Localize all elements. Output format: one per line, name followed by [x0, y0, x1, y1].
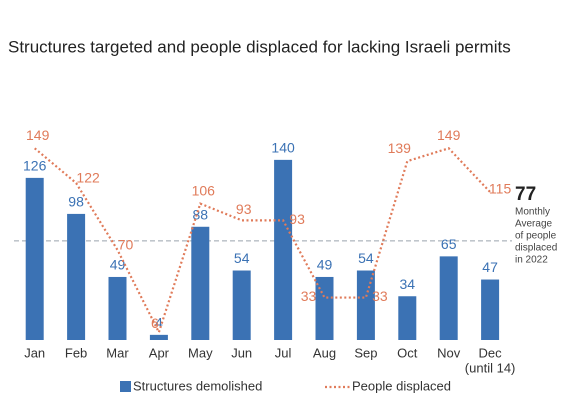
x-tick-note: (until 14)	[465, 360, 516, 375]
x-tick-label: Aug	[313, 345, 336, 360]
bar-value-label: 140	[271, 140, 295, 156]
bar-value-label: 98	[68, 194, 84, 210]
average-label: in 2022	[515, 255, 548, 266]
bar	[398, 296, 417, 340]
legend-label: People displaced	[352, 378, 451, 393]
average-label: of people	[515, 231, 557, 242]
line-value-label: 70	[118, 237, 134, 253]
line-value-label: 33	[301, 288, 317, 304]
x-tick-label: Apr	[149, 345, 170, 360]
chart-title: Structures targeted and people displaced…	[8, 37, 511, 56]
line-value-label: 149	[437, 127, 461, 143]
bar	[315, 276, 334, 340]
bar	[25, 177, 44, 340]
line-value-label: 115	[489, 181, 512, 197]
bar	[149, 334, 168, 340]
x-tick-label: May	[188, 345, 213, 360]
x-tick-label: Jun	[231, 345, 252, 360]
bar-value-label: 49	[110, 257, 126, 273]
bar-value-label: 54	[358, 250, 374, 266]
line-value-label: 93	[289, 211, 305, 227]
line-value-label: 149	[26, 127, 50, 143]
line-value-label: 122	[76, 170, 100, 186]
bar-value-label: 4	[155, 315, 163, 331]
bar	[108, 276, 127, 340]
x-tick-label: Sep	[354, 345, 377, 360]
x-tick-label: Oct	[397, 345, 418, 360]
bar	[439, 256, 458, 340]
bar-value-label: 126	[23, 158, 47, 174]
legend-label: Structures demolished	[133, 378, 262, 393]
line-value-label: 106	[192, 182, 216, 198]
x-tick-label: Jul	[275, 345, 292, 360]
average-value: 77	[515, 184, 536, 205]
line-value-label: 139	[388, 140, 412, 156]
x-tick-label: Mar	[106, 345, 129, 360]
bar-value-label: 47	[482, 259, 498, 275]
x-tick-label: Jan	[24, 345, 45, 360]
bar	[191, 226, 210, 340]
x-tick-label: Dec	[479, 345, 503, 360]
average-label: Monthly	[515, 207, 550, 218]
line-value-label: 33	[372, 288, 388, 304]
line-value-label: 93	[236, 201, 252, 217]
line-value-label: 6	[151, 315, 159, 331]
legend-swatch	[120, 381, 131, 392]
bar-value-label: 88	[193, 206, 209, 222]
bar-value-label: 54	[234, 250, 250, 266]
bar	[67, 213, 86, 340]
bar	[232, 270, 251, 340]
bar	[274, 159, 293, 340]
bar-value-label: 65	[441, 236, 457, 252]
bar-value-label: 34	[400, 276, 416, 292]
average-label: displaced	[515, 243, 557, 254]
x-tick-label: Feb	[65, 345, 87, 360]
bar-value-label: 49	[317, 257, 333, 273]
x-tick-label: Nov	[437, 345, 461, 360]
bar	[481, 279, 500, 340]
bar	[356, 270, 375, 340]
line	[33, 147, 491, 336]
average-label: Average	[515, 219, 553, 230]
